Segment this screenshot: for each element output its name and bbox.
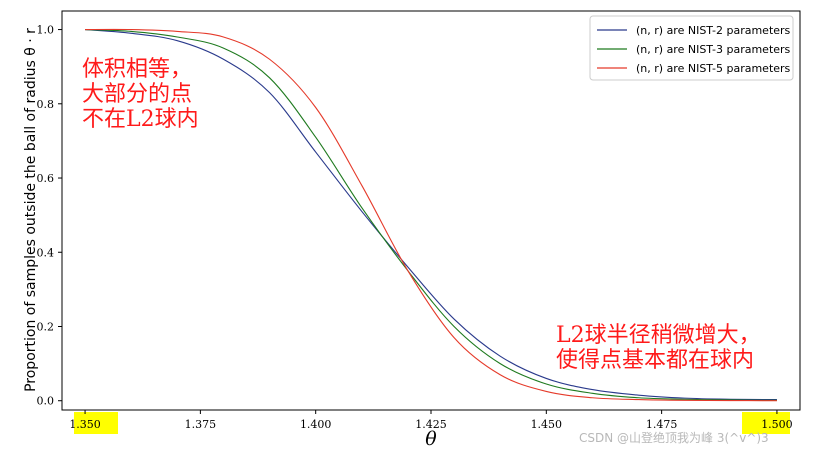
x-tick-label: 1.350 [69,418,101,431]
y-tick-label: 1.0 [37,24,55,37]
x-axis-label: θ [425,428,437,450]
series-line-1 [85,29,777,401]
y-tick-label: 0.0 [37,395,55,408]
annotation-right-line-1: L2球半径稍微增大， [556,323,761,348]
series-line-2 [85,29,777,401]
annotation-left-line-1: 体积相等， [82,57,192,82]
watermark: CSDN @山登绝顶我为峰 3(^v^)3 [579,430,769,445]
annotation-left-line-3: 不在L2球内 [82,107,199,132]
legend-label-nist2: (n, r) are NIST-2 parameters [636,24,791,37]
x-tick-label: 1.400 [300,418,332,431]
y-tick-label: 0.6 [37,172,55,185]
tick-highlight-left [74,412,118,434]
x-tick-label: 1.450 [531,418,563,431]
y-tick-label: 0.2 [37,320,55,333]
series-line-3 [85,28,777,402]
annotation-right: L2球半径稍微增大， 使得点基本都在球内 [556,323,761,373]
y-tick-label: 0.8 [37,98,55,111]
annotation-left: 体积相等， 大部分的点 不在L2球内 [82,57,199,132]
annotation-right-line-2: 使得点基本都在球内 [556,348,754,373]
annotation-left-line-2: 大部分的点 [82,82,192,107]
x-axis-ticks: 1.350 1.375 1.400 1.425 1.450 1.475 1.500 [69,410,793,431]
legend-label-nist5: (n, r) are NIST-5 parameters [636,62,791,75]
tick-highlight-right [742,412,790,434]
series-layer [85,28,777,402]
x-tick-label: 1.375 [185,418,217,431]
y-axis-ticks: 0.0 0.2 0.4 0.6 0.8 1.0 [37,24,62,408]
legend-label-nist3: (n, r) are NIST-3 parameters [636,43,791,56]
y-tick-label: 0.4 [37,246,55,259]
x-tick-label: 1.475 [646,418,678,431]
x-tick-label: 1.425 [415,418,447,431]
x-tick-label: 1.500 [761,418,793,431]
legend: (n, r) are NIST-2 parameters (n, r) are … [589,15,794,81]
y-axis-label: Proportion of samples outside the ball o… [23,28,39,392]
legend-box [589,15,794,81]
